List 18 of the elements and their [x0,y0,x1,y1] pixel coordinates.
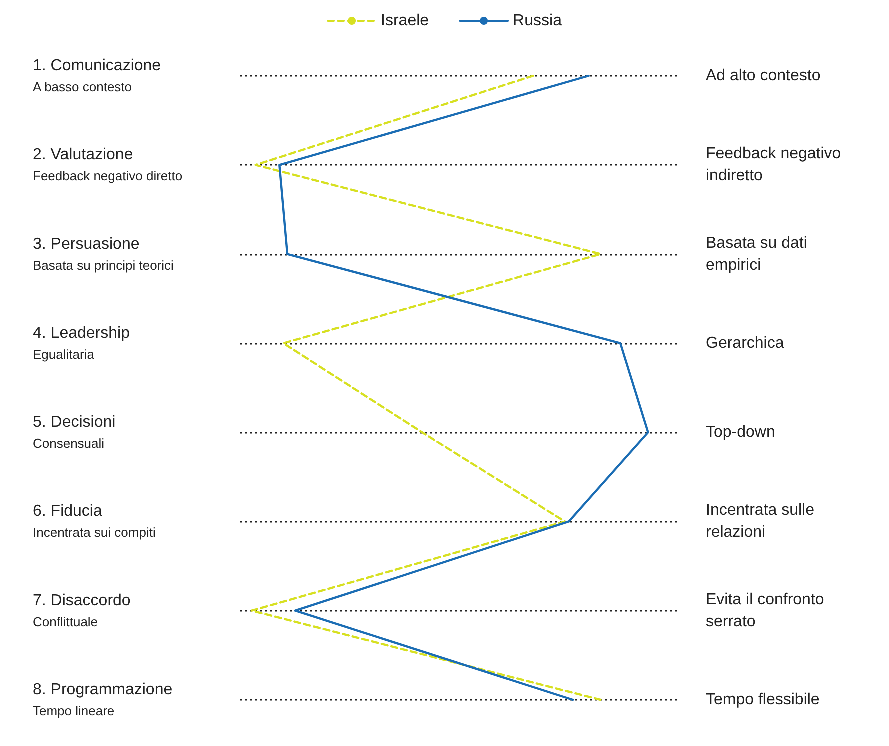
legend-label: Russia [513,12,562,30]
y-tick-label: 2. Valutazione Feedback negativo diretto [33,146,183,184]
y-tick-label: 4. Leadership Egualitaria [33,324,130,362]
y-tick-label: 7. Disaccordo Conflittuale [33,592,131,630]
y-tick-label: 3. Persuasione Basata su principi teorici [33,236,174,273]
y2-tick-label: Feedback negativo indiretto [706,146,842,185]
y2-tick-label: Basata su dati empirici [706,234,808,274]
legend-label: Israele [381,12,430,30]
y2-tick-label: Tempo flessibile [706,692,820,708]
y-tick-label: 8. Programmazione Tempo lineare [33,682,173,718]
y2-tick-label: Incentrata sulle relazioni [706,502,815,542]
y-tick-label: 6. Fiducia Incentrata sui compiti [33,503,156,540]
y2-tick-label: Top-down [706,424,776,442]
y-tick-label: 5. Decisioni Consensuali [33,414,116,452]
y-tick-label: 1. Comunicazione A basso contesto [33,58,162,94]
y2-tick-label: Ad alto contesto [706,68,821,84]
y2-tick-label: Evita il confronto serrato [706,591,824,630]
y2-tick-label: Gerarchica [706,334,784,352]
